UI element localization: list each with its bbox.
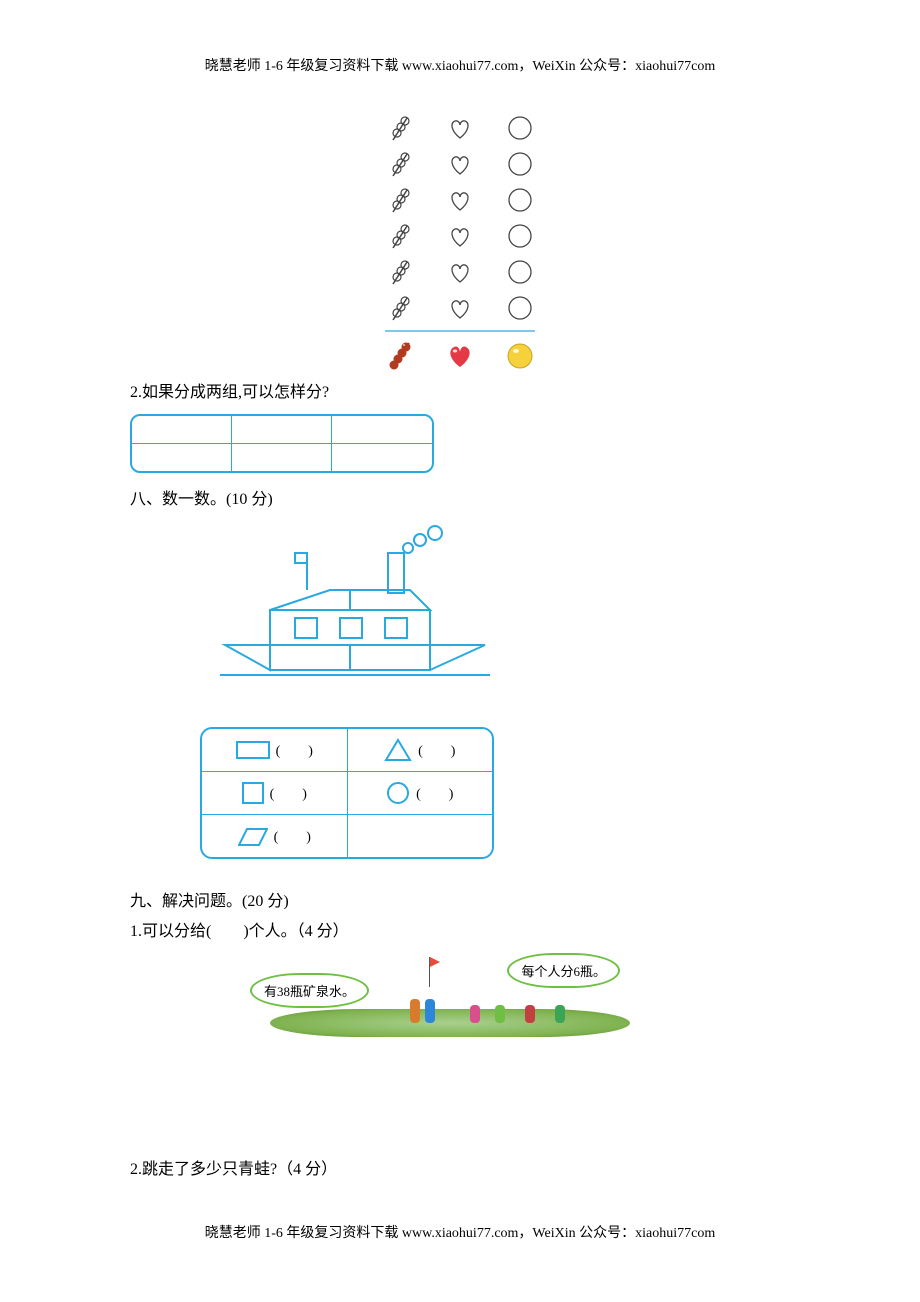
illustration-water-bottles: 有38瓶矿泉水。 每个人分6瓶。 <box>270 951 630 1041</box>
heart-icon <box>445 221 475 251</box>
figure-ship-shapes <box>200 515 790 715</box>
circle-icon <box>505 185 535 215</box>
circle-icon <box>505 113 535 143</box>
circle-icon <box>505 257 535 287</box>
heart-icon <box>445 113 475 143</box>
q2-text: 2.如果分成两组,可以怎样分? <box>130 378 790 402</box>
candied-haw-icon <box>385 184 415 216</box>
candied-haw-icon <box>385 148 415 180</box>
q9-1-text: 1.可以分给( )个人。（4 分） <box>130 917 790 941</box>
heart-icon <box>445 185 475 215</box>
heart-icon <box>445 257 475 287</box>
heart-filled-icon <box>444 341 476 371</box>
page-header: 晓慧老师 1-6 年级复习资料下载 www.xiaohui77.com，WeiX… <box>0 55 920 75</box>
rectangle-icon <box>236 741 270 759</box>
speech-bubble-left: 有38瓶矿泉水。 <box>250 973 369 1008</box>
candied-haw-icon <box>385 220 415 252</box>
candied-haw-icon <box>385 292 415 324</box>
candied-haw-icon <box>385 256 415 288</box>
section-9-title: 九、解决问题。(20 分) <box>130 887 790 911</box>
circle-icon <box>505 149 535 179</box>
paren-blank: ( ) <box>276 740 313 760</box>
circle-shape-icon <box>386 781 410 805</box>
paren-blank: ( ) <box>270 783 307 803</box>
candied-haw-filled-icon <box>385 339 415 373</box>
shape-count-table: ( ) ( ) ( ) ( ) <box>200 727 494 859</box>
section-8-title: 八、数一数。(10 分) <box>130 485 790 509</box>
circle-icon <box>505 293 535 323</box>
page-footer: 晓慧老师 1-6 年级复习资料下载 www.xiaohui77.com，WeiX… <box>0 1222 920 1242</box>
paren-blank: ( ) <box>418 740 455 760</box>
heart-icon <box>445 149 475 179</box>
paren-blank: ( ) <box>416 783 453 803</box>
candied-haw-icon <box>385 112 415 144</box>
paren-blank: ( ) <box>274 826 311 846</box>
square-icon <box>242 782 264 804</box>
coin-filled-icon <box>505 341 535 371</box>
figure-counting-columns <box>385 110 535 374</box>
speech-bubble-right: 每个人分6瓶。 <box>507 953 620 988</box>
triangle-icon <box>384 738 412 762</box>
heart-icon <box>445 293 475 323</box>
answer-table-2x3 <box>130 414 434 473</box>
parallelogram-icon <box>238 826 268 846</box>
circle-icon <box>505 221 535 251</box>
q9-2-text: 2.跳走了多少只青蛙?（4 分） <box>130 1155 790 1179</box>
